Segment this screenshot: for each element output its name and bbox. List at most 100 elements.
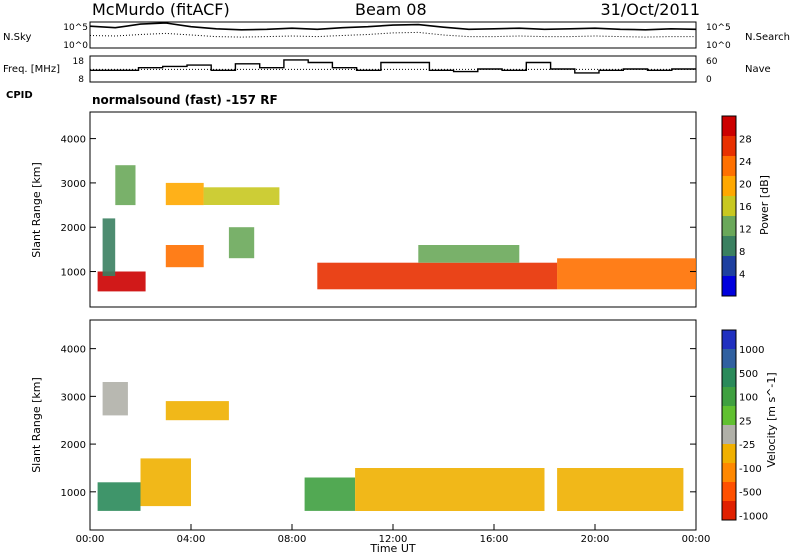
power-region-9 (418, 245, 520, 263)
x-tick-label-4: 16:00 (480, 534, 509, 545)
velocity-colorbar-tick-6: -500 (739, 488, 762, 499)
velocity-ytick-label-3: 4000 (61, 345, 86, 356)
velocity-region-5 (557, 468, 684, 511)
velocity-colorbar-tick-5: -100 (739, 464, 762, 475)
power-colorbar-segment-7 (722, 256, 736, 277)
x-tick-label-3: 12:00 (379, 534, 408, 545)
noise-left-label: N.Sky (3, 32, 31, 43)
power-colorbar-tick-5: 8 (739, 247, 745, 258)
power-colorbar-segment-4 (722, 196, 736, 217)
velocity-yticks: 1000 2000 3000 4000 (61, 345, 696, 499)
nave-right-label: Nave (745, 64, 771, 75)
nave-right-tick-top: 60 (706, 57, 718, 67)
noise-right-label: N.Search (745, 32, 790, 43)
velocity-ylabel: Slant Range [km] (30, 377, 43, 473)
station-title: McMurdo (fitACF) (92, 0, 230, 19)
velocity-region-4 (355, 468, 545, 511)
x-axis-label: Time UT (369, 542, 415, 554)
power-colorbar-frame (721, 115, 737, 297)
power-ylabel: Slant Range [km] (30, 162, 43, 258)
noise-left-tick-bottom: 10^0 (63, 41, 88, 51)
cpid-label: CPID (6, 90, 33, 101)
power-colorbar-tick-2: 20 (739, 180, 752, 191)
velocity-colorbar-tick-0: 1000 (739, 345, 764, 356)
power-colorbar: 28 24 20 16 12 8 4 (721, 115, 752, 297)
noise-lines (89, 22, 697, 38)
velocity-region-6 (102, 382, 128, 416)
velocity-colorbar-segment-6 (722, 444, 736, 464)
power-colorbar-segment-2 (722, 156, 736, 177)
x-tick-label-2: 08:00 (278, 534, 307, 545)
velocity-colorbar-tick-7: -1000 (739, 511, 768, 522)
noise-right-tick-top: 10^5 (706, 23, 731, 33)
velocity-regions (97, 382, 684, 511)
velocity-colorbar-frame (721, 329, 737, 521)
noise-series-0 (89, 22, 697, 31)
velocity-colorbar-segment-0 (722, 330, 736, 350)
power-colorbar-tick-4: 12 (739, 225, 752, 236)
power-colorbar-segment-3 (722, 176, 736, 197)
x-tick-label-5: 20:00 (581, 534, 610, 545)
power-colorbar-segment-8 (722, 276, 736, 297)
beam-title: Beam 08 (355, 0, 427, 19)
freq-left-tick-bottom: 8 (78, 75, 84, 85)
velocity-colorbar-segment-1 (722, 349, 736, 369)
power-region-1 (102, 218, 116, 276)
velocity-ytick-label-1: 2000 (61, 440, 86, 451)
velocity-colorbar-segment-5 (722, 425, 736, 445)
power-region-4 (203, 187, 280, 205)
noise-left-tick-top: 10^5 (63, 23, 88, 33)
nave-right-tick-bottom: 0 (706, 75, 712, 85)
noise-panel-frame (89, 21, 697, 49)
velocity-colorbar-tick-1: 500 (739, 369, 758, 380)
velocity-region-3 (304, 477, 356, 511)
freq-series-0 (90, 59, 696, 74)
velocity-colorbar-tick-4: -25 (739, 440, 755, 451)
freq-left-tick-top: 18 (73, 57, 85, 67)
power-colorbar-segment-1 (722, 136, 736, 157)
velocity-region-2 (165, 401, 229, 421)
power-region-3 (165, 182, 204, 206)
power-region-6 (228, 227, 255, 259)
velocity-ytick-label-0: 1000 (61, 488, 86, 499)
velocity-colorbar-segment-8 (722, 482, 736, 502)
power-colorbar-segment-6 (722, 236, 736, 257)
mode-annotation: normalsound (fast) -157 RF (92, 93, 278, 107)
x-tick-label-1: 04:00 (177, 534, 206, 545)
freq-left-label: Freq. [MHz] (3, 64, 60, 75)
velocity-colorbar-tick-3: 25 (739, 416, 752, 427)
freq-lines (90, 59, 696, 74)
power-region-7 (317, 262, 558, 290)
power-region-0 (97, 271, 146, 292)
power-ytick-label-2: 3000 (61, 179, 86, 190)
power-colorbar-tick-1: 24 (739, 157, 752, 168)
power-regions (97, 165, 696, 292)
velocity-region-1 (140, 458, 191, 507)
power-ytick-label-0: 1000 (61, 268, 86, 279)
power-region-5 (165, 245, 204, 268)
power-yticks: 1000 2000 3000 4000 (61, 135, 696, 279)
x-axis: 00:00 04:00 08:00 12:00 16:00 20:00 00:00 (76, 524, 710, 545)
velocity-colorbar: 1000 500 100 25 -25 -100 -500 -1000 (721, 329, 768, 522)
velocity-colorbar-segment-7 (722, 463, 736, 483)
power-region-8 (557, 258, 696, 290)
velocity-colorbar-segment-4 (722, 406, 736, 426)
power-colorbar-segment-0 (722, 116, 736, 137)
velocity-colorbar-segment-3 (722, 387, 736, 407)
date-title: 31/Oct/2011 (600, 0, 700, 19)
power-colorbar-tick-6: 4 (739, 270, 745, 281)
power-region-2 (115, 165, 136, 206)
power-ytick-label-3: 4000 (61, 135, 86, 146)
noise-series-1 (89, 31, 696, 38)
power-colorbar-tick-3: 16 (739, 202, 752, 213)
power-colorbar-segment-5 (722, 216, 736, 237)
velocity-ytick-label-2: 3000 (61, 392, 86, 403)
velocity-colorbar-label: Velocity [m s^-1] (765, 372, 778, 467)
velocity-colorbar-segment-2 (722, 368, 736, 388)
x-tick-label-0: 00:00 (76, 534, 105, 545)
power-colorbar-tick-0: 28 (739, 135, 752, 146)
power-ytick-label-1: 2000 (61, 223, 86, 234)
power-colorbar-label: Power [dB] (758, 175, 771, 235)
